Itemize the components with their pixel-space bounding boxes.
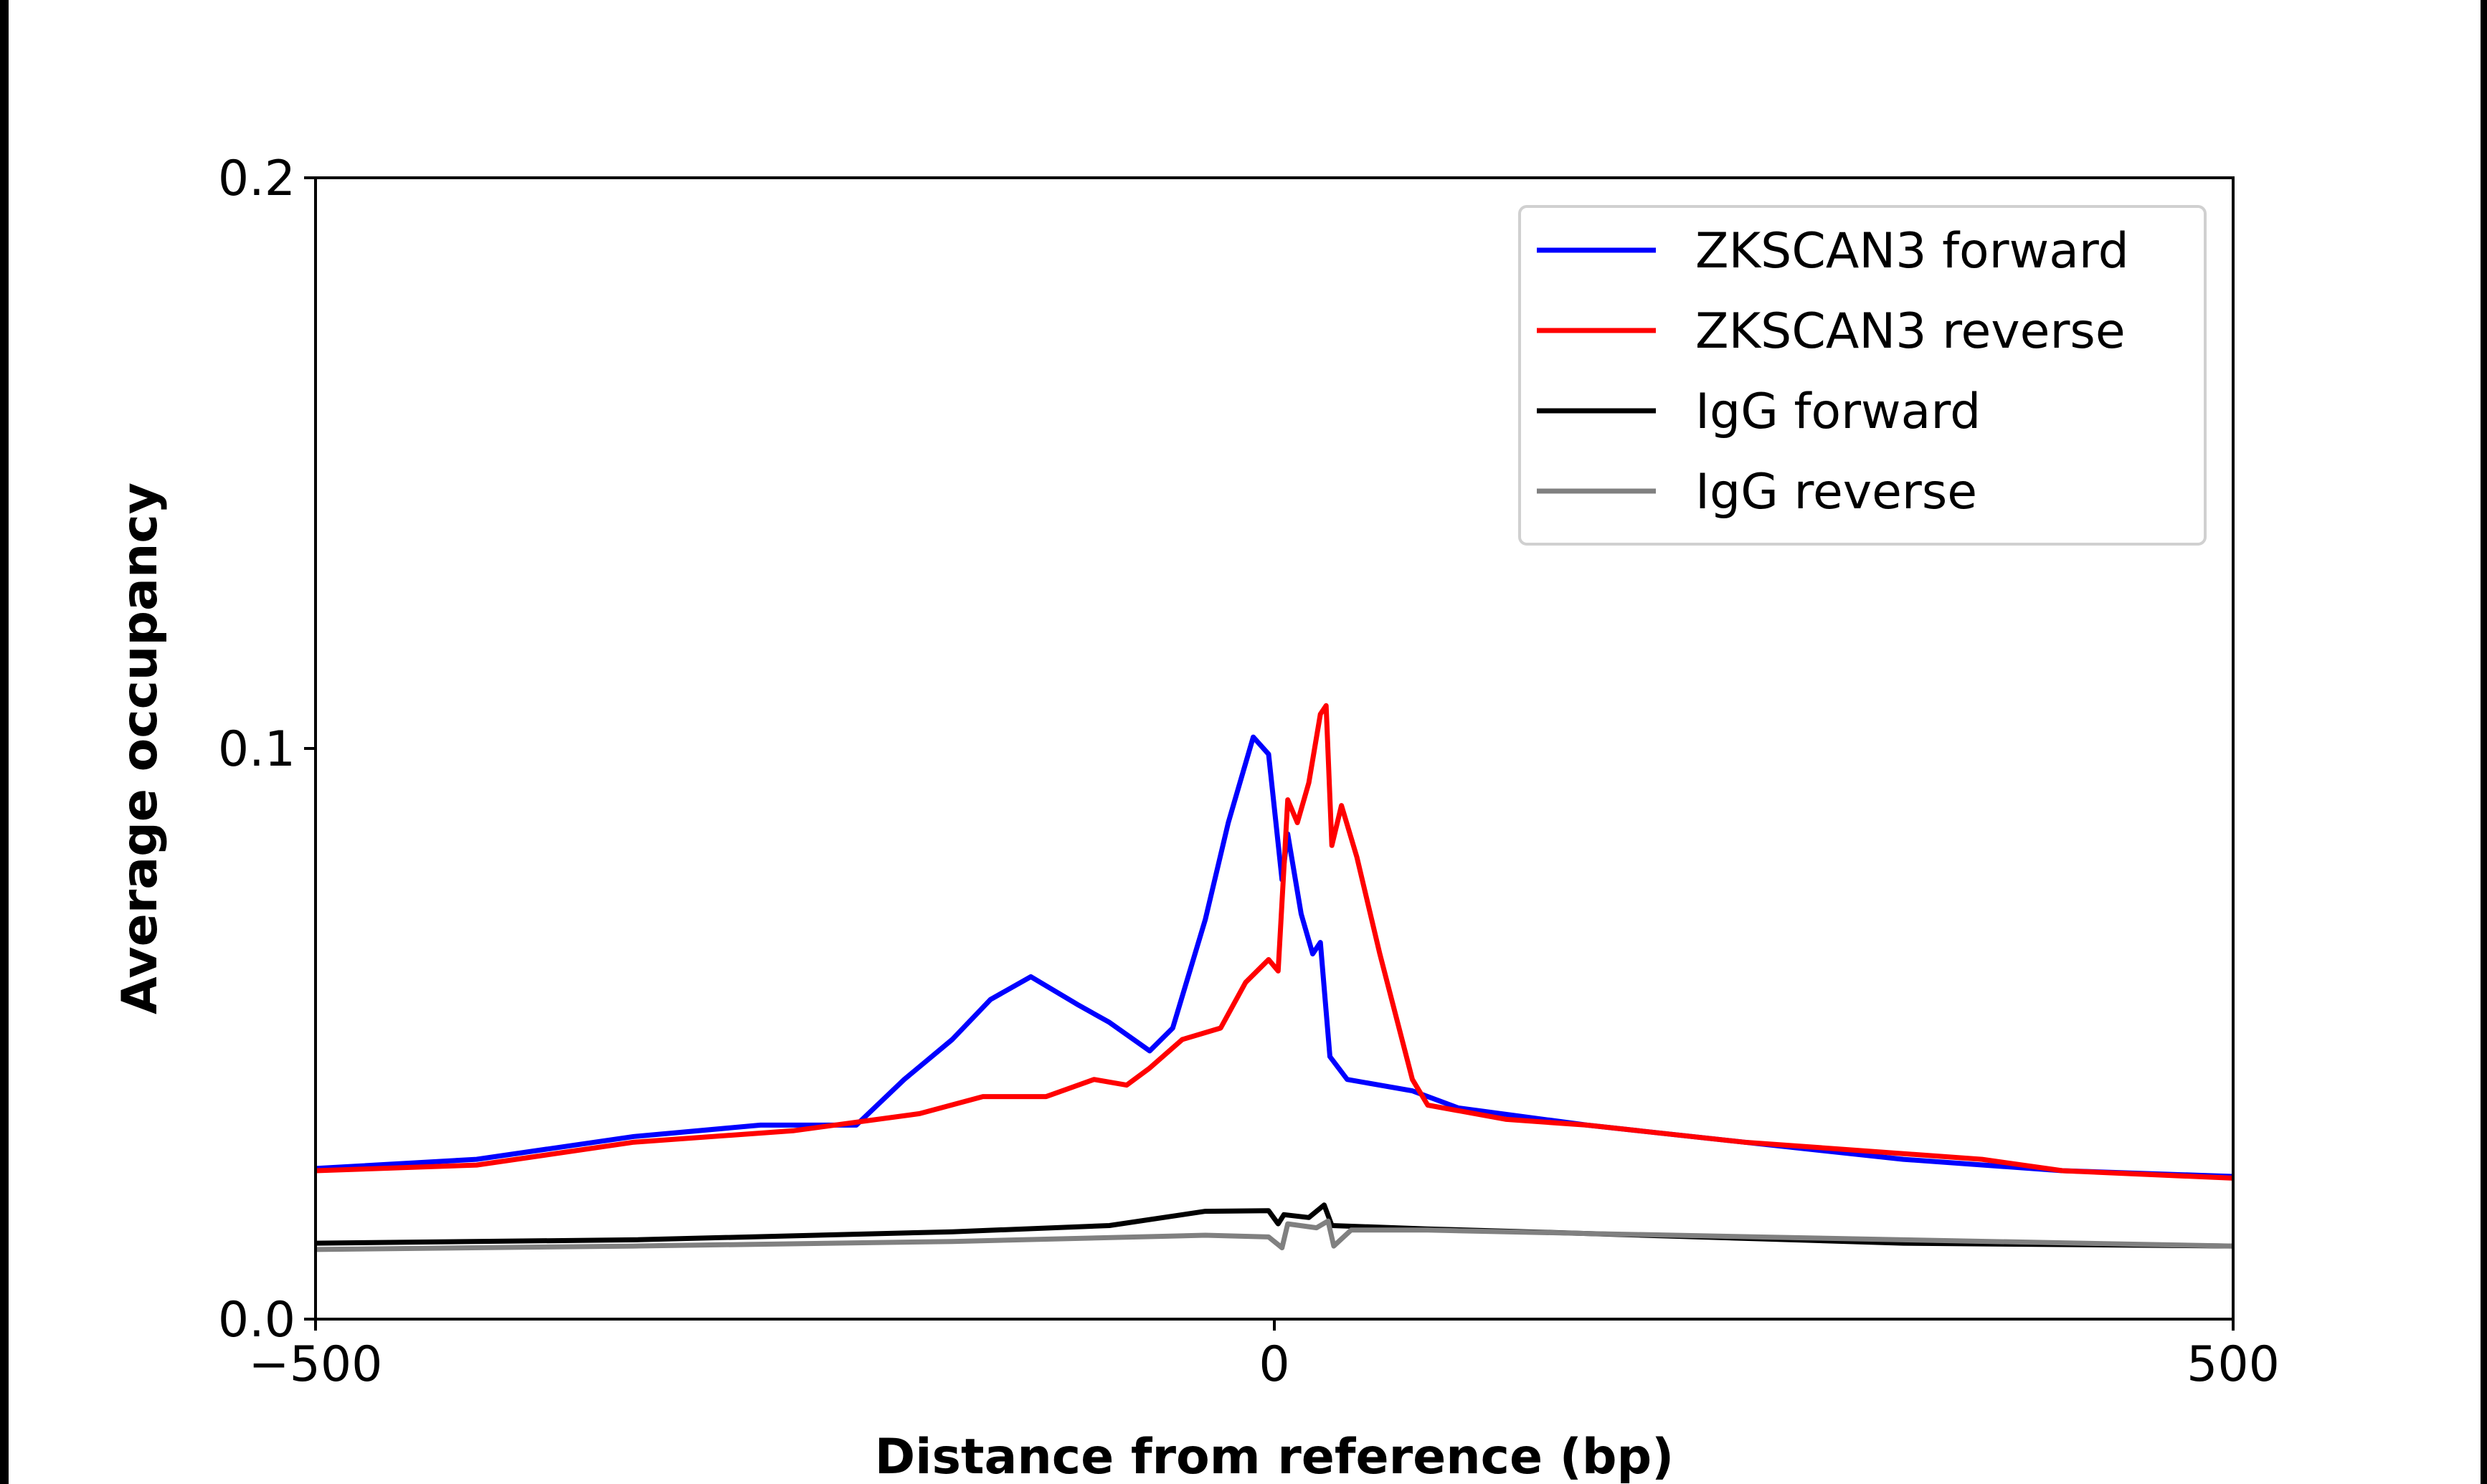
left-border (0, 0, 9, 1484)
legend-item: ZKSCAN3 forward (1537, 223, 2129, 280)
legend-label: ZKSCAN3 forward (1695, 223, 2129, 280)
right-border (2481, 0, 2487, 1484)
legend-box (1518, 205, 2207, 546)
legend-label: ZKSCAN3 reverse (1695, 303, 2126, 360)
series-line-igg-reverse (315, 1218, 2234, 1252)
legend-label: IgG forward (1695, 384, 1981, 440)
series-line-zkscan3-reverse (315, 703, 2234, 1181)
x-tick-label: 0 (1259, 1336, 1289, 1393)
series-line-zkscan3-forward (315, 734, 2234, 1179)
legend-label: IgG reverse (1695, 464, 1977, 520)
x-tick-label: −500 (249, 1336, 383, 1393)
legend-item: ZKSCAN3 reverse (1537, 303, 2126, 360)
y-tick-label: 0.0 (218, 1292, 295, 1349)
legend: ZKSCAN3 forward ZKSCAN3 reverse IgG forwar… (1518, 205, 2207, 546)
y-tick-label: 0.1 (218, 721, 295, 778)
legend-item: IgG forward (1537, 384, 1981, 440)
ticks-layer: −500 0 500 0.0 0.1 0.2 (218, 151, 2280, 1393)
x-axis-label: Distance from reference (bp) (875, 1429, 1674, 1484)
y-tick-label: 0.2 (218, 151, 295, 207)
x-tick-label: 500 (2187, 1336, 2280, 1393)
legend-item: IgG reverse (1537, 464, 1977, 520)
series-layer (315, 703, 2234, 1252)
y-axis-label: Average occupancy (112, 482, 169, 1014)
